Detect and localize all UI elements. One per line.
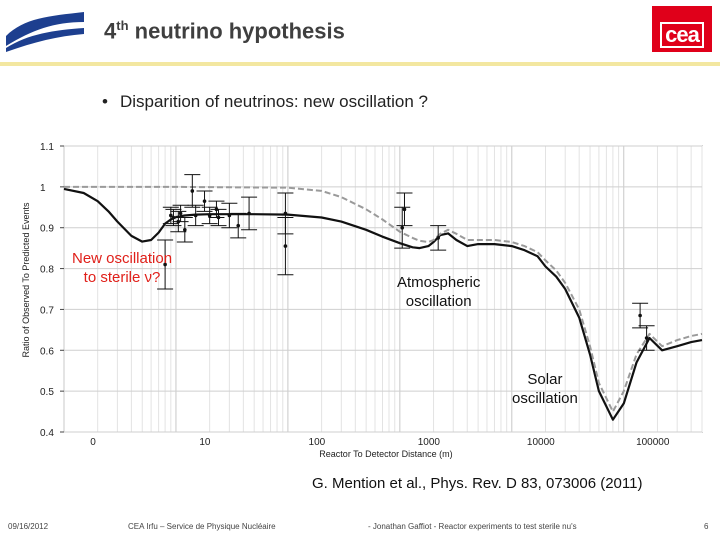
citation: G. Mention et al., Phys. Rev. D 83, 0730…: [312, 475, 643, 492]
data-marker: [400, 225, 405, 230]
x-tick-label: 10: [199, 437, 211, 448]
chart-data-points: [157, 174, 655, 351]
data-marker: [638, 313, 642, 318]
data-marker: [402, 207, 407, 212]
sterile-annotation-line-2: to sterile ν?: [83, 269, 161, 286]
data-point: [396, 192, 413, 227]
data-point: [201, 206, 218, 225]
data-marker: [193, 213, 198, 218]
chart-series: [63, 185, 703, 421]
data-marker: [169, 213, 173, 218]
footer-date: 09/16/2012: [8, 522, 49, 531]
data-marker: [247, 211, 251, 216]
no-oscillation-dashed-curve: [64, 185, 703, 413]
data-marker: [163, 262, 167, 267]
data-point: [638, 325, 655, 351]
y-tick-label: 1: [40, 183, 46, 194]
x-tick-label: 10000: [527, 437, 555, 448]
chart-axes: 0.4 0.5 0.6 0.7 0.8 0.9 1 1.1 0 10 100 1000 10000 100…: [40, 142, 670, 448]
data-marker: [216, 215, 221, 220]
data-point: [172, 204, 189, 223]
x-tick-label: 100000: [636, 437, 670, 448]
oscillation-solid-curve: [63, 187, 703, 421]
data-point: [430, 225, 447, 251]
data-point: [394, 206, 411, 249]
data-marker: [207, 213, 212, 218]
y-tick-label: 0.8: [40, 265, 54, 276]
footer-page-number: 6: [704, 522, 709, 531]
data-point: [187, 204, 204, 227]
data-point: [184, 174, 201, 208]
oscillation-chart: 0.4 0.5 0.6 0.7 0.8 0.9 1 1.1 0 10 100 1000 10000 100…: [21, 142, 703, 459]
title-superscript: th: [116, 18, 129, 33]
title-number: 4: [104, 18, 117, 44]
data-point: [176, 217, 193, 243]
data-marker: [236, 223, 241, 228]
y-tick-label: 1.1: [40, 142, 54, 153]
data-point: [157, 239, 174, 290]
data-point: [230, 212, 247, 239]
sterile-annotation: New oscillation to sterile ν?: [72, 249, 172, 287]
data-marker: [283, 211, 288, 216]
data-marker: [227, 213, 232, 218]
atmospheric-annotation-line-2: oscillation: [405, 293, 472, 310]
data-point: [241, 196, 258, 231]
data-point: [221, 202, 238, 229]
data-marker: [436, 236, 440, 240]
data-point: [632, 302, 649, 329]
y-tick-label: 0.7: [40, 305, 54, 316]
slide-title: 4th neutrino hypothesis: [104, 18, 345, 44]
irfu-logo-icon: [6, 12, 84, 52]
header: 4th neutrino hypothesis cea: [0, 0, 720, 66]
solar-annotation-line-1: Solar: [527, 371, 563, 388]
bullet-item: • Disparition of neutrinos: new oscillati…: [102, 92, 428, 112]
title-text: neutrino hypothesis: [128, 18, 345, 44]
data-point: [277, 217, 294, 276]
sterile-annotation-line-1: New oscillation: [72, 250, 173, 267]
data-point: [210, 208, 227, 227]
y-tick-label: 0.4: [40, 428, 54, 439]
bullet-marker: •: [102, 92, 108, 111]
footer-institute: CEA Irfu – Service de Physique Nucléaire: [128, 522, 276, 531]
y-tick-label: 0.5: [40, 387, 54, 398]
cea-logo-text: cea: [660, 22, 704, 48]
data-marker: [171, 215, 176, 220]
cea-logo: cea: [652, 6, 712, 52]
x-tick-label: 100: [309, 437, 326, 448]
x-axis-label: Reactor To Detector Distance (m): [319, 449, 452, 459]
data-marker: [190, 189, 195, 193]
data-marker: [183, 227, 187, 232]
data-marker: [644, 336, 649, 340]
solar-annotation-line-2: oscillation: [512, 390, 578, 407]
x-tick-label: 0: [90, 437, 96, 448]
y-tick-label: 0.9: [40, 224, 54, 235]
data-marker: [283, 244, 288, 248]
y-axis-label: Ratio of Observed To Predicted Events: [21, 202, 31, 357]
x-tick-label: 1000: [418, 437, 441, 448]
data-marker: [178, 211, 183, 216]
bullet-text: Disparition of neutrinos: new oscillatio…: [119, 92, 429, 111]
atmospheric-annotation: Atmospheric oscillation: [397, 273, 480, 311]
y-tick-label: 0.6: [40, 346, 54, 357]
data-marker: [202, 199, 207, 203]
header-accent-bar: [0, 62, 720, 66]
data-point: [162, 206, 179, 225]
solar-annotation: Solar oscillation: [512, 370, 578, 408]
footer-talk: - Jonathan Gaffiot - Reactor experiments…: [368, 522, 577, 531]
atmospheric-annotation-line-1: Atmospheric: [397, 274, 481, 291]
